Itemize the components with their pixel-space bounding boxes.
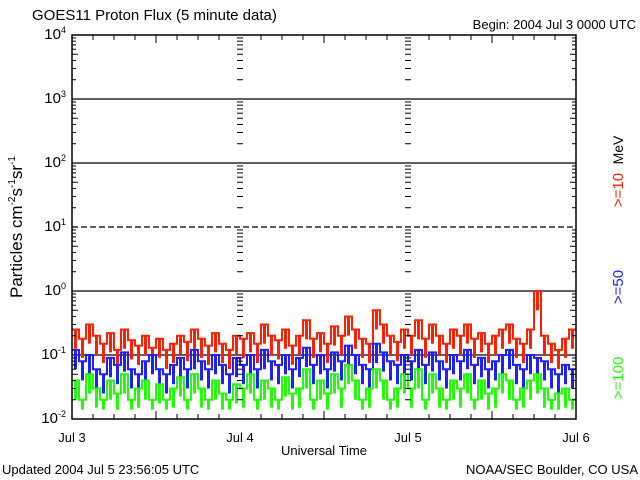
y-tick-label: 100 [44, 281, 66, 299]
y-tick-exponent: 4 [61, 25, 66, 35]
y-tick-exponent: 0 [61, 281, 66, 291]
legend-label-50mev: >=50 [610, 270, 627, 304]
y-tick-exponent: -2 [58, 409, 66, 419]
y-axis-label-text: sr [7, 165, 26, 180]
x-tick-label: Jul 5 [394, 430, 421, 445]
y-tick-exponent: 1 [61, 217, 66, 227]
y-axis-label-text: s [7, 188, 26, 197]
legend-label-100mev: >=100 [610, 357, 627, 400]
y-tick-label: 10-2 [41, 409, 66, 427]
x-tick-label: Jul 4 [226, 430, 253, 445]
chart-title: GOES11 Proton Flux (5 minute data) [32, 7, 277, 24]
footer-source: NOAA/SEC Boulder, CO USA [466, 462, 638, 477]
y-axis-label-sup: -1 [7, 179, 18, 188]
series-2 [72, 363, 576, 410]
x-tick-label: Jul 3 [58, 430, 85, 445]
series-line [72, 342, 576, 376]
y-tick-label: 102 [44, 153, 66, 171]
series-line [72, 290, 576, 351]
y-tick-label: 10-1 [41, 345, 66, 363]
legend-label-10mev: >=10 [610, 173, 627, 207]
y-tick-label: 104 [44, 25, 66, 43]
footer-updated: Updated 2004 Jul 5 23:56:05 UTC [2, 462, 199, 477]
y-axis-label-text: Particles cm [7, 205, 26, 298]
series-0 [72, 290, 576, 370]
series-1 [72, 342, 576, 394]
y-axis-label: Particles cm-2s-1sr-1 [7, 156, 26, 298]
y-tick-exponent: 2 [61, 153, 66, 163]
x-tick-label: Jul 6 [562, 430, 589, 445]
y-tick-label: 101 [44, 217, 66, 235]
x-axis-label: Universal Time [281, 443, 367, 458]
begin-label: Begin: 2004 Jul 3 0000 UTC [473, 17, 636, 32]
y-tick-exponent: 3 [61, 89, 66, 99]
series-line [72, 363, 576, 401]
y-axis-label-sup: -2 [7, 196, 18, 205]
unit-label: MeV [610, 135, 626, 164]
y-tick-label: 103 [44, 89, 66, 107]
y-tick-exponent: -1 [58, 345, 66, 355]
y-axis-label-sup: -1 [7, 156, 18, 165]
